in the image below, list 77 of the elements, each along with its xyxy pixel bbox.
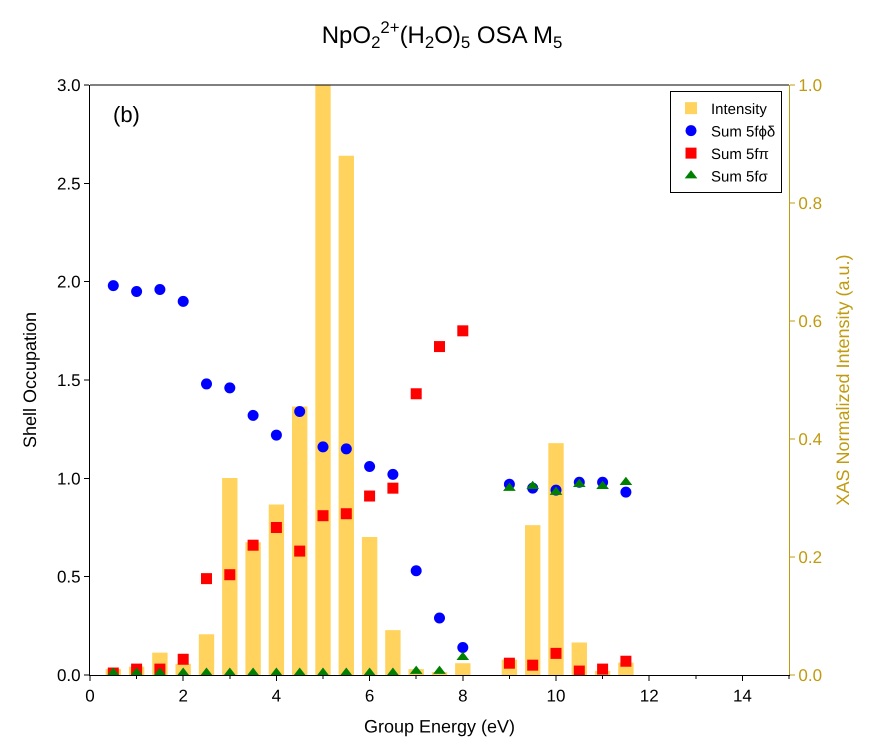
point [597, 664, 608, 675]
point [224, 569, 236, 580]
x-tick-label: 6 [364, 686, 374, 706]
point [410, 565, 422, 576]
bar [315, 85, 331, 675]
point [201, 378, 212, 390]
x-tick-label: 14 [732, 686, 752, 706]
bar [222, 478, 238, 675]
y2-tick-label: 0.6 [798, 312, 822, 331]
x-axis-title: Group Energy (eV) [364, 716, 516, 736]
point [574, 666, 585, 675]
point [178, 296, 189, 307]
y-tick-label: 2.5 [56, 174, 81, 194]
point [364, 490, 376, 502]
y2-tick-label: 0.8 [798, 194, 822, 213]
point [410, 388, 422, 400]
y-tick-label: 1.5 [56, 370, 81, 390]
bar [385, 630, 401, 675]
bar [198, 634, 214, 675]
point [620, 486, 632, 498]
point [294, 406, 306, 417]
y-axis-title: Shell Occupation [20, 312, 40, 448]
y2-tick-label: 0.4 [798, 430, 822, 449]
point [434, 341, 445, 352]
y-tick-label: 1.0 [56, 469, 81, 488]
point [620, 656, 632, 667]
bar [362, 536, 378, 675]
point [248, 410, 259, 421]
y-tick-label: 0.0 [56, 666, 81, 685]
y2-tick-label: 0.2 [798, 548, 822, 567]
y-tick-label: 0.5 [56, 568, 81, 587]
y-tick-label: 3.0 [56, 76, 81, 95]
point [457, 642, 468, 653]
bar [525, 525, 540, 675]
point [201, 573, 212, 584]
point [387, 482, 398, 494]
y2-tick-label: 0.0 [798, 666, 822, 685]
bar [455, 663, 470, 675]
legend-label: Sum 5fσ [711, 168, 769, 186]
point [527, 660, 538, 671]
bar [338, 156, 354, 675]
x-tick-label: 10 [546, 686, 566, 706]
point [318, 441, 328, 452]
bar [268, 504, 284, 675]
point [178, 654, 189, 665]
x-tick-label: 8 [458, 686, 468, 706]
point [550, 648, 562, 659]
y-tick-label: 2.0 [56, 272, 81, 292]
point [108, 280, 119, 292]
legend-label: Intensity [711, 101, 768, 118]
point [387, 468, 398, 480]
point [434, 612, 445, 624]
point [294, 546, 306, 557]
bar [548, 443, 564, 675]
y2-axis-title: XAS Normalized Intensity (a.u.) [833, 254, 854, 506]
x-tick-label: 0 [85, 686, 95, 706]
point [340, 443, 352, 454]
point [340, 508, 352, 520]
legend-label: Sum 5fπ [711, 146, 769, 163]
bar [245, 542, 261, 675]
point [131, 286, 142, 297]
point [364, 461, 376, 472]
bar [292, 406, 308, 675]
point [270, 430, 282, 441]
point [224, 382, 236, 394]
chart-title: NpO$_{2}$$^{2+}$(H$_{2}$O)$_{5}$ OSA M$_{5}$ [322, 18, 562, 52]
point [457, 325, 468, 336]
point [318, 510, 328, 522]
annotation: (b) [113, 102, 140, 127]
point [248, 540, 259, 551]
point [154, 284, 166, 296]
y2-tick-label: 1.0 [798, 76, 822, 95]
legend-label: Sum 5fϕδ [711, 124, 776, 140]
x-tick-label: 4 [272, 686, 282, 706]
point [270, 522, 282, 533]
x-tick-label: 12 [640, 686, 659, 706]
x-tick-label: 2 [178, 686, 188, 706]
